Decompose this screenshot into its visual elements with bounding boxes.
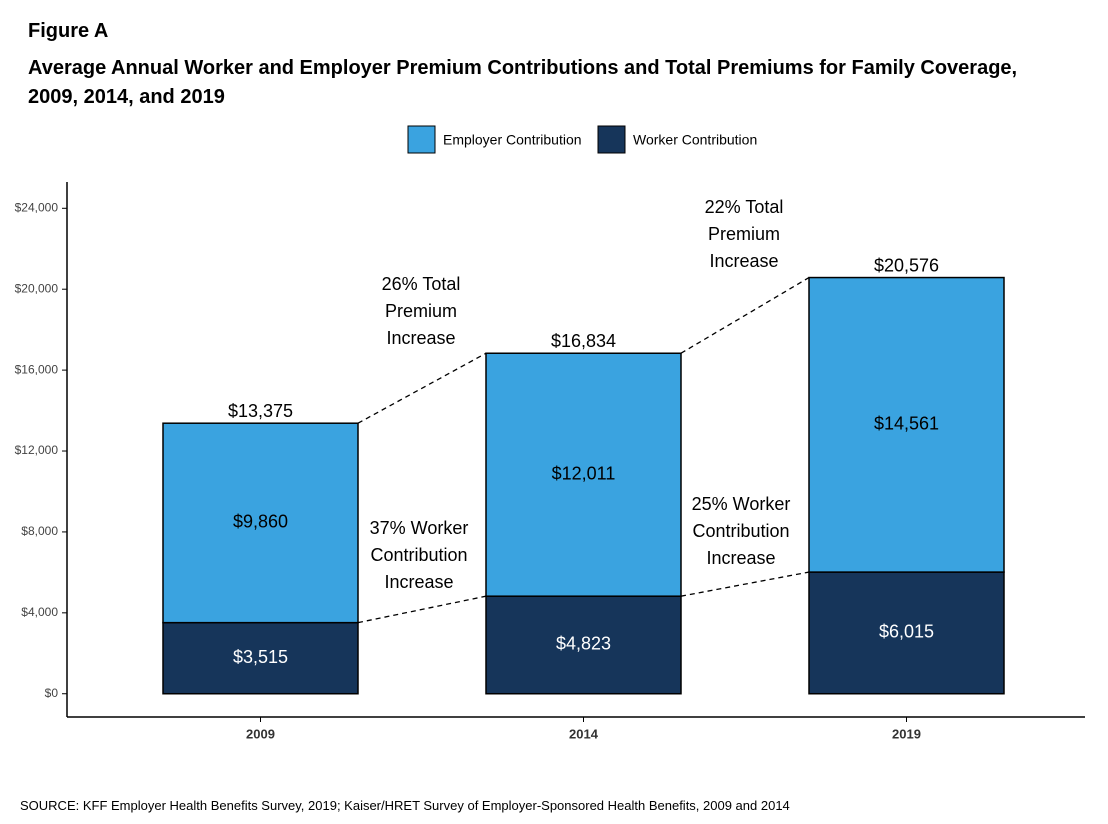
y-tick-label: $12,000 — [15, 443, 59, 457]
source-note: SOURCE: KFF Employer Health Benefits Sur… — [20, 798, 790, 813]
y-tick-label: $16,000 — [15, 362, 59, 376]
y-tick-label: $8,000 — [21, 524, 58, 538]
annotation: 37% Worker — [370, 518, 469, 538]
y-tick-label: $4,000 — [21, 605, 58, 619]
annotation: 25% Worker — [692, 494, 791, 514]
y-tick-label: $24,000 — [15, 200, 59, 214]
annotation: 26% Total — [382, 274, 461, 294]
value-label: $12,011 — [552, 463, 616, 483]
annotation: Increase — [709, 251, 778, 271]
value-label: $9,860 — [233, 512, 288, 532]
value-label: $14,561 — [874, 414, 939, 434]
bar-segment — [808, 571, 1005, 695]
y-tick-label: $20,000 — [15, 281, 59, 295]
bar-segment — [485, 595, 682, 695]
bar-segment — [808, 276, 1005, 573]
annotation: Premium — [708, 224, 780, 244]
legend-swatch — [407, 125, 436, 154]
total-label: $13,375 — [228, 401, 293, 421]
connector — [357, 352, 487, 424]
bar-segment — [162, 422, 359, 624]
bar-segment — [162, 621, 359, 695]
annotation: Increase — [706, 548, 775, 568]
value-label: $4,823 — [556, 634, 611, 654]
total-label: $16,834 — [551, 331, 616, 351]
x-tick-label: 2019 — [892, 726, 921, 741]
annotation: Contribution — [692, 521, 789, 541]
connector — [357, 595, 487, 624]
legend-swatch — [597, 125, 626, 154]
x-tick-label: 2014 — [569, 726, 599, 741]
annotation: Increase — [384, 572, 453, 592]
figure-label: Figure A — [28, 20, 109, 42]
bar-segment — [485, 352, 682, 597]
legend-label: Worker Contribution — [633, 132, 757, 148]
annotation: 22% Total — [705, 197, 784, 217]
value-label: $3,515 — [233, 647, 288, 667]
annotation: Premium — [385, 301, 457, 321]
connector — [680, 276, 810, 354]
annotation: Increase — [386, 328, 455, 348]
connector — [680, 571, 810, 597]
annotation: Contribution — [370, 545, 467, 565]
legend-label: Employer Contribution — [443, 132, 582, 148]
total-label: $20,576 — [874, 255, 939, 275]
value-label: $6,015 — [879, 622, 934, 642]
x-tick-label: 2009 — [246, 726, 275, 741]
y-tick-label: $0 — [45, 686, 59, 700]
chart-title: Average Annual Worker and Employer Premi… — [28, 57, 1018, 108]
